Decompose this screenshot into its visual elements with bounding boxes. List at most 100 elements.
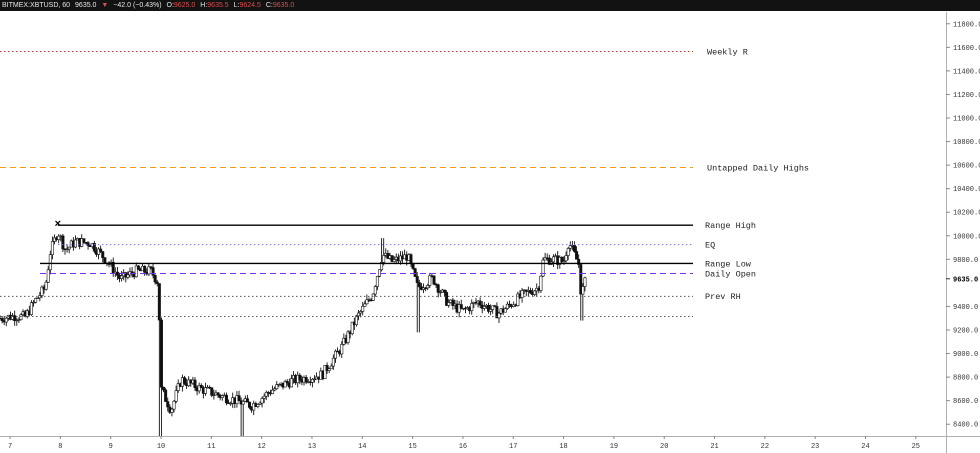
y-tick-label: 11200.0 (953, 92, 980, 100)
candle-body (543, 257, 547, 261)
candle-body (575, 251, 579, 260)
y-tick-label: 9000.0 (953, 351, 978, 359)
candle-body (447, 302, 451, 306)
down-arrow-icon: ▼ (101, 2, 109, 9)
candle-body (489, 309, 493, 312)
x-tick-label: 17 (509, 443, 517, 451)
level-label: Untapped Daily Highs (707, 163, 809, 173)
candle-body (82, 238, 86, 243)
candle-body (577, 258, 581, 265)
x-tick-label: 14 (358, 443, 366, 451)
low-value: 9624.5 (239, 2, 261, 9)
candle-body (354, 315, 358, 326)
candle-body (166, 401, 170, 408)
candle-body (176, 383, 180, 391)
symbol-info-bar[interactable]: BITMEX:XBTUSD, 60 9635.0 ▼ −42.0 (−0.43%… (0, 0, 980, 11)
candle-body (271, 389, 275, 394)
candle-body (247, 401, 251, 408)
candle-body (134, 265, 138, 278)
candle-body (478, 300, 482, 306)
candle-body (350, 321, 354, 334)
candle-body (451, 299, 455, 306)
candle-body (426, 285, 430, 289)
candle-body (547, 257, 551, 265)
y-tick-label: 11800.0 (953, 21, 980, 29)
candle-body (417, 282, 421, 288)
candle-body (289, 378, 293, 388)
candle-body (275, 384, 279, 390)
price-change: −42.0 (−0.43%) (113, 2, 162, 9)
candle-body (325, 365, 329, 371)
candle-body (566, 248, 570, 256)
candle-body (312, 378, 316, 381)
candle-body (495, 306, 499, 319)
candle-body (67, 246, 71, 250)
candle-body (92, 243, 96, 252)
y-tick-label: 10200.0 (953, 210, 980, 218)
candle-body (392, 259, 396, 262)
candle-body (65, 248, 69, 251)
candle-body (363, 303, 367, 307)
candle-body (310, 379, 314, 383)
low-label: L: (233, 2, 240, 9)
candle-body (149, 266, 153, 268)
candle-body (583, 277, 587, 287)
candle-body (487, 305, 491, 312)
candle-body (277, 384, 281, 386)
x-tick-label: 13 (308, 443, 316, 451)
axis-layer: 8400.0 8600.0 8800.0 9000.0 9200.0 9400.0 9800… (0, 12, 980, 453)
level-label: Daily Open (705, 269, 756, 279)
candle-body (365, 299, 369, 305)
x-tick-label: 7 (8, 443, 12, 451)
y-tick-label: 9400.0 (953, 304, 978, 312)
candle-body (46, 269, 50, 283)
candle-body (99, 248, 103, 252)
candle-body (147, 266, 151, 275)
candle-body (562, 260, 566, 263)
candle-body (390, 255, 394, 262)
x-tick-label: 18 (559, 443, 567, 451)
open-label: O: (166, 2, 174, 9)
candle-body (507, 303, 511, 306)
candle-body (413, 268, 417, 277)
x-tick-label: 23 (811, 443, 819, 451)
candle-body (568, 245, 572, 249)
x-tick-label: 25 (912, 443, 920, 451)
candle-body (493, 305, 497, 307)
y-tick-label: 8800.0 (953, 375, 978, 383)
candle-body (86, 242, 90, 246)
y-tick-label: 8600.0 (953, 398, 978, 406)
symbol-label[interactable]: BITMEX:XBTUSD, 60 (2, 2, 71, 9)
candle-body (380, 261, 384, 271)
level-label: Range Low (705, 259, 752, 269)
candle-body (193, 379, 197, 388)
close-value: 9635.0 (272, 2, 295, 9)
candle-body (101, 251, 105, 258)
candle-body (258, 402, 262, 405)
candle-body (459, 304, 463, 309)
candle-body (331, 357, 335, 367)
y-tick-label: 10000.0 (953, 233, 980, 241)
candle-body (528, 290, 532, 294)
candle-body (505, 303, 509, 309)
level-label: EQ (705, 240, 715, 250)
candle-body (273, 388, 277, 391)
candle-body (103, 257, 107, 264)
candle-body (159, 319, 163, 388)
candle-body (264, 392, 268, 397)
candle-body (359, 311, 363, 314)
candle-body (151, 267, 155, 276)
level-label: Weekly R (707, 47, 748, 57)
candle-body (361, 306, 365, 312)
candle-body (581, 286, 585, 295)
candle-body (503, 308, 507, 313)
candle-body (210, 387, 214, 396)
candle-body (50, 241, 54, 256)
candle-body (323, 365, 327, 379)
candle-body (541, 259, 545, 277)
candle-body (162, 386, 166, 391)
x-tick-label: 16 (459, 443, 467, 451)
candle-body (13, 315, 17, 322)
candle-body (333, 350, 337, 359)
